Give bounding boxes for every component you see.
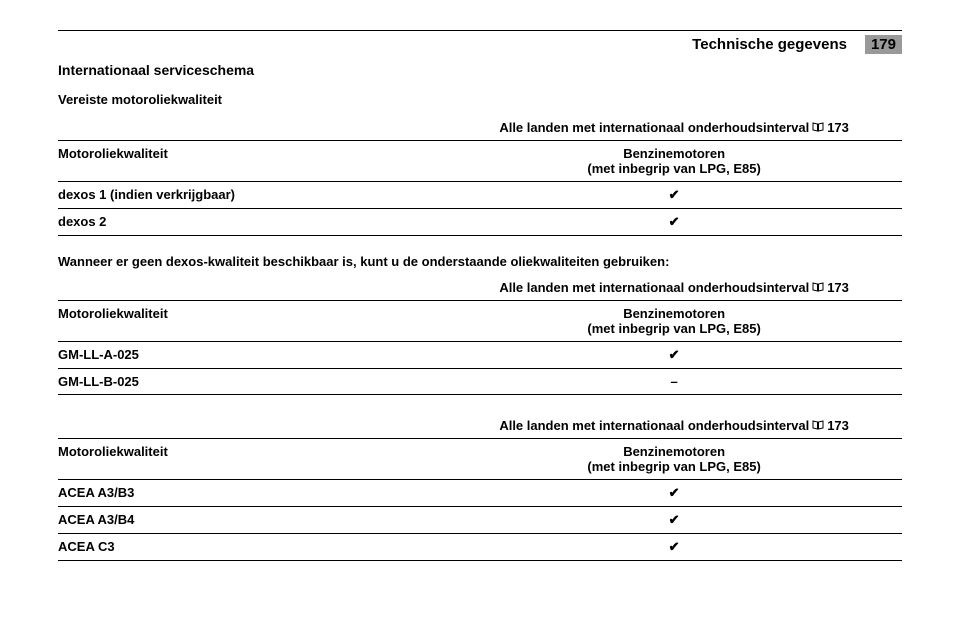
row-value: – xyxy=(446,369,902,395)
caption-text: Alle landen met internationaal onderhoud… xyxy=(499,280,809,295)
fallback-note: Wanneer er geen dexos-kwaliteit beschikb… xyxy=(58,254,902,269)
col-header-quality: Motoroliekwaliteit xyxy=(58,439,446,480)
ref-page: 173 xyxy=(827,280,849,295)
oil-quality-table-1: Alle landen met internationaal onderhoud… xyxy=(58,115,902,236)
section-title: Technische gegevens xyxy=(692,36,847,53)
row-label: ACEA A3/B3 xyxy=(58,480,446,507)
row-value: ✔ xyxy=(446,182,902,209)
book-icon xyxy=(812,280,824,295)
heading-oil-quality: Vereiste motoroliekwaliteit xyxy=(58,92,902,107)
caption-1: Alle landen met internationaal onderhoud… xyxy=(499,120,849,135)
row-label: dexos 2 xyxy=(58,209,446,236)
ref-page: 173 xyxy=(827,120,849,135)
table-row: ACEA A3/B4 ✔ xyxy=(58,507,902,534)
table-block-2: Alle landen met internationaal onderhoud… xyxy=(58,275,902,395)
col-header-engines: Benzinemotoren (met inbegrip van LPG, E8… xyxy=(446,439,902,480)
row-value: ✔ xyxy=(446,480,902,507)
caption-2: Alle landen met internationaal onderhoud… xyxy=(499,280,849,295)
book-icon xyxy=(812,120,824,135)
col-header-engines: Benzinemotoren (met inbegrip van LPG, E8… xyxy=(446,141,902,182)
col-header-engines: Benzinemotoren (met inbegrip van LPG, E8… xyxy=(446,301,902,342)
col-header-quality: Motoroliekwaliteit xyxy=(58,301,446,342)
row-value: ✔ xyxy=(446,507,902,534)
table-row: GM-LL-B-025 – xyxy=(58,369,902,395)
caption-text: Alle landen met internationaal onderhoud… xyxy=(499,418,809,433)
table-header-row: Motoroliekwaliteit Benzinemotoren (met i… xyxy=(58,141,902,182)
row-value: ✔ xyxy=(446,209,902,236)
caption-text: Alle landen met internationaal onderhoud… xyxy=(499,120,809,135)
ref-page: 173 xyxy=(827,418,849,433)
row-label: ACEA A3/B4 xyxy=(58,507,446,534)
table-caption-row: Alle landen met internationaal onderhoud… xyxy=(58,275,902,301)
row-label: GM-LL-B-025 xyxy=(58,369,446,395)
table-row: GM-LL-A-025 ✔ xyxy=(58,342,902,369)
table-header-row: Motoroliekwaliteit Benzinemotoren (met i… xyxy=(58,301,902,342)
table-block-3: Alle landen met internationaal onderhoud… xyxy=(58,413,902,561)
row-value: ✔ xyxy=(446,534,902,561)
page-number: 179 xyxy=(865,35,902,54)
row-value: ✔ xyxy=(446,342,902,369)
oil-quality-table-2: Alle landen met internationaal onderhoud… xyxy=(58,275,902,395)
table-block-1: Alle landen met internationaal onderhoud… xyxy=(58,115,902,236)
page-header: Technische gegevens 179 xyxy=(58,35,902,54)
table-header-row: Motoroliekwaliteit Benzinemotoren (met i… xyxy=(58,439,902,480)
top-rule xyxy=(58,30,902,31)
oil-quality-table-3: Alle landen met internationaal onderhoud… xyxy=(58,413,902,561)
table-row: dexos 2 ✔ xyxy=(58,209,902,236)
caption-3: Alle landen met internationaal onderhoud… xyxy=(499,418,849,433)
row-label: GM-LL-A-025 xyxy=(58,342,446,369)
col-header-quality: Motoroliekwaliteit xyxy=(58,141,446,182)
table-row: ACEA A3/B3 ✔ xyxy=(58,480,902,507)
table-caption-row: Alle landen met internationaal onderhoud… xyxy=(58,413,902,439)
row-label: dexos 1 (indien verkrijgbaar) xyxy=(58,182,446,209)
table-row: ACEA C3 ✔ xyxy=(58,534,902,561)
table-row: dexos 1 (indien verkrijgbaar) ✔ xyxy=(58,182,902,209)
table-caption-row: Alle landen met internationaal onderhoud… xyxy=(58,115,902,141)
row-label: ACEA C3 xyxy=(58,534,446,561)
book-icon xyxy=(812,418,824,433)
heading-service-schema: Internationaal serviceschema xyxy=(58,62,902,78)
